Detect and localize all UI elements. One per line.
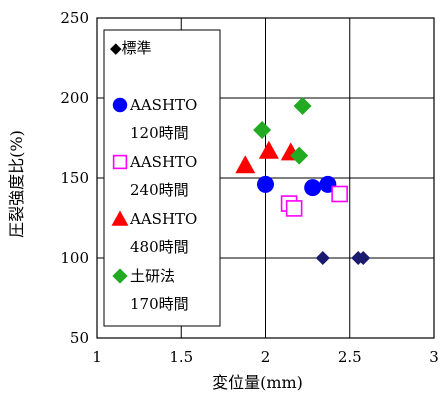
y-axis-title: 圧裂強度比(%) — [7, 130, 26, 238]
data-point — [235, 155, 256, 174]
legend-marker — [111, 210, 129, 226]
data-point — [304, 179, 322, 197]
data-point — [315, 251, 330, 265]
data-point — [290, 146, 309, 165]
legend-label-line2: 480時間 — [130, 238, 189, 256]
legend-label: ◆標準 — [110, 39, 152, 57]
data-point — [356, 251, 371, 265]
legend-label-line2: 120時間 — [130, 124, 189, 142]
plot-frame — [96, 17, 435, 339]
legend-label: AASHTO — [129, 210, 197, 228]
x-tick-label: 3 — [429, 348, 439, 366]
data-point — [331, 185, 348, 203]
data-marks — [235, 97, 371, 265]
data-point — [285, 200, 303, 217]
y-tick-label: 100 — [60, 249, 89, 267]
y-tick-label: 250 — [60, 9, 89, 27]
y-tick-label: 200 — [60, 89, 89, 107]
data-point — [253, 121, 272, 139]
data-point — [257, 175, 274, 193]
legend-label-line2: 240時間 — [130, 181, 189, 199]
legend-marker — [112, 268, 128, 284]
y-tick-label: 150 — [60, 169, 89, 187]
y-tick-label: 50 — [70, 329, 89, 347]
legend-marker — [112, 97, 128, 113]
x-axis-title: 変位量(mm) — [212, 373, 303, 392]
x-tick-label: 2 — [261, 348, 271, 366]
data-point — [293, 97, 312, 115]
data-point — [258, 140, 279, 159]
x-tick-label: 1 — [92, 348, 102, 366]
x-tick-label: 2.5 — [338, 348, 362, 366]
legend-marker — [112, 154, 128, 170]
legend-label-line2: 170時間 — [130, 295, 189, 313]
x-tick-label: 1.5 — [169, 348, 193, 366]
legend-label: AASHTO — [129, 96, 197, 114]
axes: 1 1.5 2 2.5 3 50 100 150 200 250 変位量(mm) 圧裂強度比(%) — [7, 9, 439, 392]
legend-label: 土研法 — [130, 267, 175, 285]
legend-label: AASHTO — [129, 153, 197, 171]
